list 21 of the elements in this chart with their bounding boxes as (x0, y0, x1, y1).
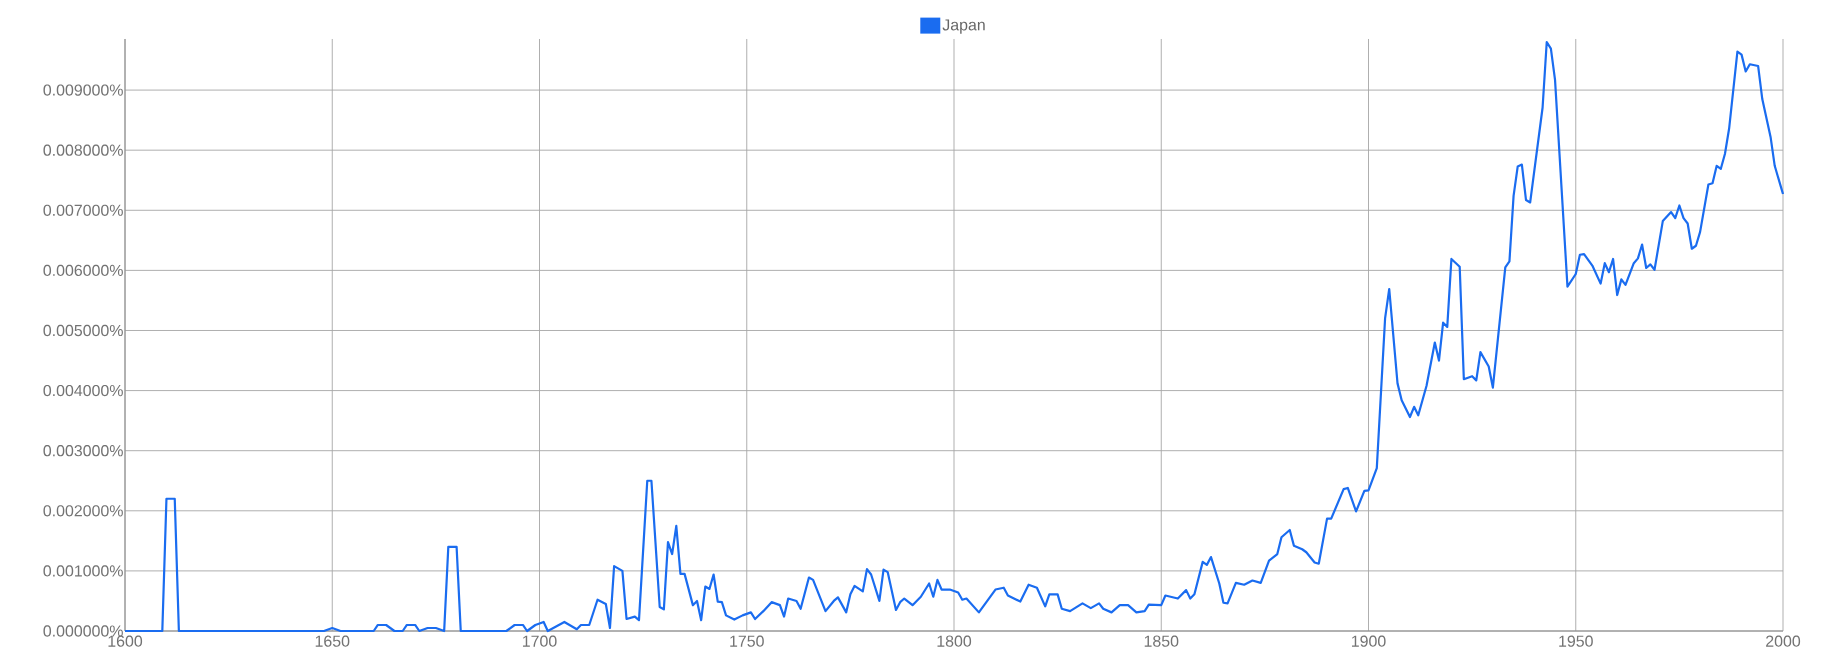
y-tick-label: 0.001000% (43, 565, 123, 577)
y-tick-label: 0.002000% (43, 505, 123, 517)
line-series (123, 40, 1785, 633)
y-tick-label: 0.003000% (43, 445, 123, 457)
x-tick-label: 1800 (937, 635, 972, 647)
y-tick-label: 0.008000% (43, 144, 123, 156)
x-tick-label: 2000 (1766, 635, 1801, 647)
y-tick-label: 0.000000% (43, 625, 123, 637)
legend-label: Japan (942, 19, 985, 34)
x-tick-label: 1600 (108, 635, 143, 647)
y-tick-label: 0.005000% (43, 324, 123, 337)
x-tick-label: 1650 (315, 635, 350, 647)
x-tick-label: 1700 (522, 635, 557, 647)
y-tick-label: 0.009000% (43, 84, 123, 96)
x-tick-label: 1950 (1559, 635, 1593, 647)
y-tick-label: 0.004000% (43, 384, 123, 397)
y-tick-label: 0.007000% (43, 204, 123, 216)
x-tick-label: 1900 (1351, 635, 1386, 647)
x-tick-label: 1850 (1144, 635, 1179, 647)
y-tick-label: 0.006000% (43, 264, 123, 277)
x-tick-label: 1750 (730, 635, 764, 647)
